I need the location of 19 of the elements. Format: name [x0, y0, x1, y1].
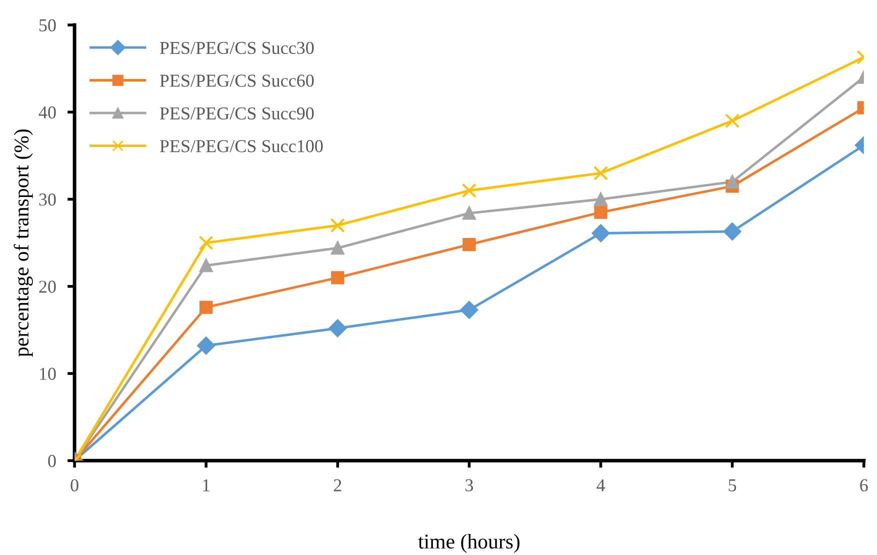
y-tick-label: 30: [39, 194, 56, 206]
y-tick-label: 40: [38, 106, 56, 119]
y-axis-title: percentage of transport (%): [14, 129, 33, 357]
x-tick-label: 1: [203, 479, 210, 492]
x-tick-label: 0: [70, 479, 78, 492]
legend-label: PES/PEG/CS Succ90: [160, 107, 314, 120]
x-tick-label: 4: [596, 479, 605, 492]
legend-label: PES/PEG/CS Succ30: [160, 42, 314, 54]
x-axis-title: time (hours): [418, 534, 520, 553]
y-tick-label: 0: [48, 454, 56, 468]
legend-label: PES/PEG/CS Succ60: [160, 74, 314, 87]
x-tick-label: 5: [728, 479, 736, 492]
y-tick-label: 50: [39, 19, 56, 32]
x-tick-label: 3: [466, 479, 474, 492]
y-tick-label: 10: [40, 368, 56, 380]
x-tick-label: 2: [334, 479, 342, 492]
legend-label: PES/PEG/CS Succ100: [160, 140, 323, 152]
x-tick-label: 6: [860, 479, 868, 492]
y-tick-label: 20: [39, 280, 56, 293]
